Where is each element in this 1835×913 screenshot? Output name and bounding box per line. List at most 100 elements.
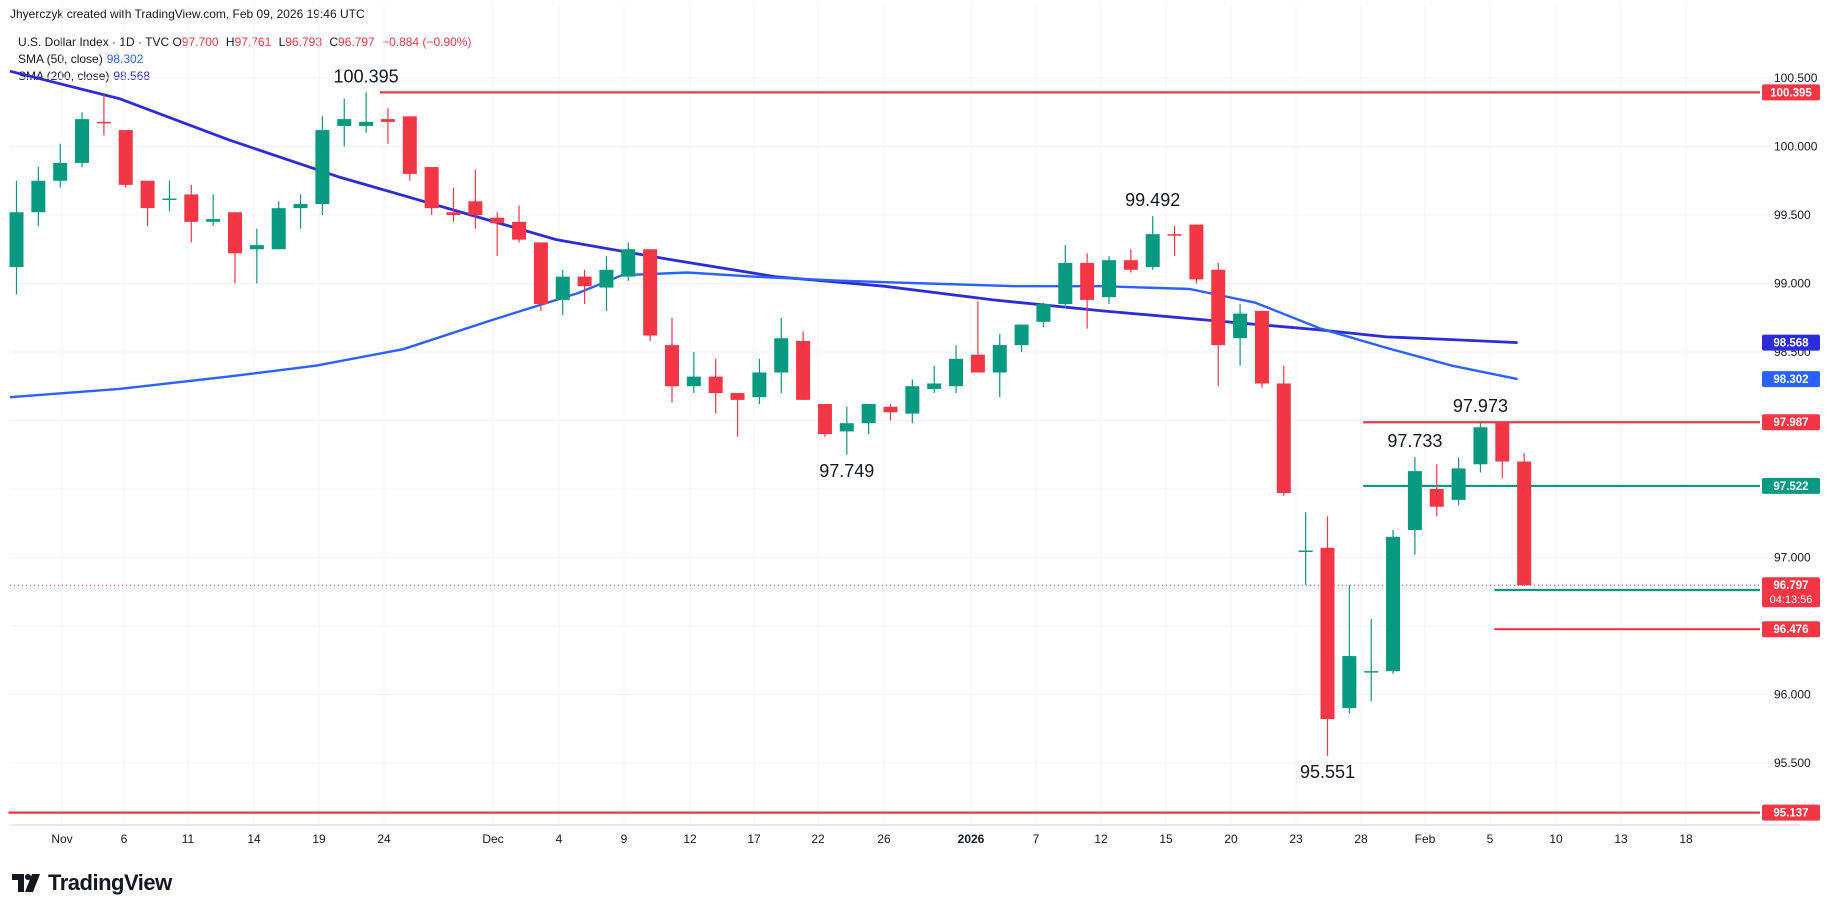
price-annotation: 97.749 <box>819 461 874 481</box>
candle-body <box>424 167 439 209</box>
candle <box>1320 516 1335 756</box>
candle <box>730 393 745 437</box>
candle-body <box>228 212 242 254</box>
annotations: 100.395 99.492 97.749 97.733 97.973 95.551 <box>334 66 1508 781</box>
candle-body <box>927 383 942 389</box>
close-value: 96.797 <box>338 35 375 49</box>
candle-body <box>118 130 133 185</box>
candle-body <box>206 219 221 222</box>
candle-body <box>599 269 614 288</box>
grid <box>10 5 1800 825</box>
bar-countdown-label: 04:13:56 <box>1770 594 1813 606</box>
x-tick-label: Nov <box>51 832 72 846</box>
x-tick-label: 14 <box>247 832 261 846</box>
candle <box>1386 530 1401 674</box>
candle-body <box>337 119 352 126</box>
x-tick-label: 4 <box>556 832 563 846</box>
candle <box>1276 365 1291 496</box>
x-tick-label: Dec <box>482 832 503 846</box>
candle-body <box>1254 310 1269 384</box>
candle <box>9 180 24 295</box>
chart-legend: U.S. Dollar Index · 1D · TVC O97.700 H97… <box>18 34 475 85</box>
candle <box>686 351 701 394</box>
x-tick-label: 2026 <box>958 832 985 846</box>
y-tick-label: 95.500 <box>1774 756 1811 770</box>
candle-body <box>1429 488 1444 507</box>
candle <box>490 212 505 257</box>
candle <box>817 404 832 437</box>
x-tick-label: 11 <box>182 832 195 846</box>
x-tick-label: 26 <box>877 832 891 846</box>
candle <box>228 212 242 284</box>
candle-body <box>249 245 264 250</box>
candle <box>1014 324 1029 352</box>
level-price-tag-label: 96.476 <box>1773 624 1808 636</box>
y-tick-label: 99.000 <box>1774 276 1811 290</box>
level-price-tag-label: 97.987 <box>1773 417 1808 429</box>
candle <box>140 180 155 226</box>
high-key: H <box>225 35 235 49</box>
candle <box>1517 453 1532 586</box>
candle-body <box>162 198 177 201</box>
level-price-tag <box>1762 804 1820 821</box>
candle <box>1407 457 1422 555</box>
candle <box>949 345 964 394</box>
symbol-row: U.S. Dollar Index · 1D · TVC O97.700 H97… <box>18 34 475 51</box>
tradingview-logo[interactable]: TradingView <box>12 870 172 896</box>
x-tick-label: 20 <box>1224 832 1238 846</box>
price-annotation: 100.395 <box>334 66 399 86</box>
candle-body <box>1102 260 1116 298</box>
candle-body <box>140 180 155 209</box>
x-tick-label: 5 <box>1487 832 1494 846</box>
candle <box>1254 310 1269 388</box>
candle <box>337 98 352 147</box>
candle <box>599 256 614 311</box>
axes: 95.50096.00096.50097.00097.50098.00098.5… <box>10 71 1818 846</box>
candle-body <box>1386 536 1401 672</box>
candle <box>621 242 636 281</box>
candle-body <box>446 212 461 215</box>
x-tick-label: 23 <box>1289 832 1303 846</box>
candle-body <box>621 249 636 277</box>
candle <box>1036 302 1051 328</box>
candle <box>905 379 920 424</box>
x-tick-label: 10 <box>1549 832 1563 846</box>
sma50-line <box>9 271 1518 399</box>
candle-body <box>1167 234 1182 236</box>
x-tick-label: 13 <box>1614 832 1628 846</box>
close-key: C <box>329 35 339 49</box>
x-tick-label: 7 <box>1033 832 1040 846</box>
horizontal-levels[interactable] <box>8 91 1761 814</box>
candle <box>206 194 221 226</box>
candle <box>468 169 483 229</box>
candle <box>293 194 308 229</box>
moving-averages[interactable] <box>9 69 1518 399</box>
candle <box>752 358 767 405</box>
candle-body <box>1123 260 1138 270</box>
x-tick-label: 12 <box>683 832 697 846</box>
candle <box>53 143 68 188</box>
candle-body <box>1189 224 1204 280</box>
candle-body <box>184 194 199 222</box>
candle-body <box>883 406 898 413</box>
candle-body <box>271 208 286 250</box>
candle-body <box>53 162 68 181</box>
candle <box>1189 224 1204 284</box>
candle <box>1473 421 1488 473</box>
low-value: 96.793 <box>285 35 322 49</box>
price-tag-label: 98.302 <box>1773 374 1808 386</box>
candle-body <box>1298 550 1313 553</box>
sma50-legend-row[interactable]: SMA (50, close) 98.302 <box>18 51 475 68</box>
x-tick-label: 17 <box>747 832 761 846</box>
candle <box>380 108 395 144</box>
candle <box>533 242 548 311</box>
candle-body <box>293 204 308 209</box>
price-tag-label: 96.797 <box>1773 580 1808 592</box>
tradingview-logo-icon <box>12 874 40 892</box>
candle <box>424 167 439 215</box>
y-tick-label: 100.500 <box>1774 71 1818 85</box>
candlesticks[interactable] <box>9 92 1532 756</box>
candle-body <box>1211 269 1226 346</box>
candle <box>1167 225 1182 257</box>
